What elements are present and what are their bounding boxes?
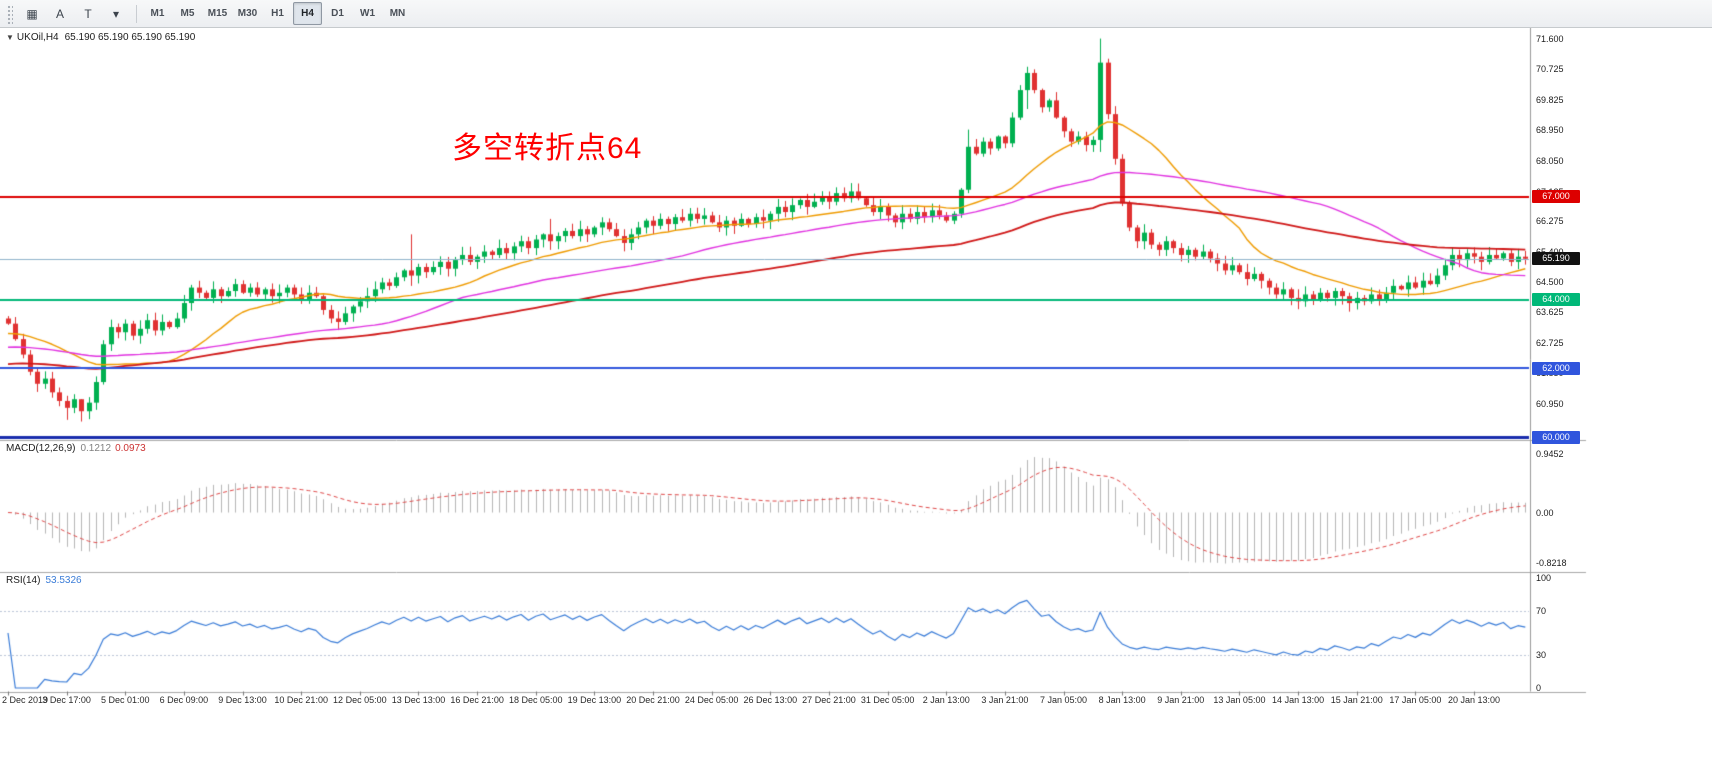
time-axis-label: 14 Jan 13:00 xyxy=(1272,695,1325,705)
time-axis-label: 16 Dec 21:00 xyxy=(450,695,504,705)
time-axis-label: 5 Dec 01:00 xyxy=(100,695,150,705)
price-level-badge-64.000[interactable]: 64.000 xyxy=(1532,293,1580,307)
time-axis-label: 13 Dec 13:00 xyxy=(391,695,446,705)
price-level-badge-60.000[interactable]: 60.000 xyxy=(1532,430,1580,444)
time-axis-label: 12 Dec 05:00 xyxy=(333,695,387,705)
price-axis-label: 64.500 xyxy=(1536,277,1564,288)
chart-annotation-text[interactable]: 多空转折点64 xyxy=(452,132,643,165)
timeframe-button-m5[interactable]: M5 xyxy=(180,8,195,19)
letter-t-button[interactable]: T xyxy=(84,6,92,21)
timeframe-button-mn[interactable]: MN xyxy=(389,8,406,19)
time-axis-label: 24 Dec 05:00 xyxy=(684,695,739,705)
macd-main-value: 0.1212 xyxy=(80,443,112,454)
timeframe-button-m15[interactable]: M15 xyxy=(207,8,228,19)
price-level-badge-67.000[interactable]: 67.000 xyxy=(1532,190,1580,204)
chart-toolbar: ▦ A T ▾ M1 M5 M15 M30 H1 H4 D1 W1 MN xyxy=(0,0,1712,28)
toolbar-drag-handle[interactable] xyxy=(6,3,13,24)
timeframe-button-h1[interactable]: H1 xyxy=(271,8,284,19)
time-axis-label: 20 Dec 21:00 xyxy=(626,695,680,705)
timeframe-button-w1[interactable]: W1 xyxy=(360,8,375,19)
time-axis-label: 19 Dec 13:00 xyxy=(567,695,622,705)
toolbar-separator xyxy=(136,4,137,23)
chart-title: ▼ UKOil,H4 65.190 65.190 65.190 65.190 xyxy=(6,32,195,43)
price-axis-label: 68.950 xyxy=(1536,124,1564,135)
macd-axis-label: 0.00 xyxy=(1536,507,1554,518)
time-axis-label: 9 Dec 13:00 xyxy=(218,695,267,705)
rsi-axis-label: 0 xyxy=(1536,683,1542,693)
time-axis-label: 27 Dec 21:00 xyxy=(802,695,856,705)
timeframe-button-m30[interactable]: M30 xyxy=(237,8,258,19)
price-axis-label: 70.725 xyxy=(1536,63,1564,74)
price-axis-label: 71.600 xyxy=(1536,33,1564,44)
collapse-caret-icon[interactable]: ▼ xyxy=(6,33,14,42)
time-axis-label: 6 Dec 09:00 xyxy=(159,695,209,705)
price-axis-label: 65.400 xyxy=(1536,247,1564,257)
rsi-name: RSI(14) xyxy=(6,575,41,586)
letter-a-button[interactable]: A xyxy=(55,6,64,21)
macd-indicator-label: MACD(12,26,9) 0.1212 0.0973 xyxy=(6,443,146,454)
price-chart-canvas[interactable] xyxy=(0,28,1712,777)
price-axis-label: 68.050 xyxy=(1536,155,1564,166)
current-price-badge: 65.190 xyxy=(1532,252,1580,266)
macd-name: MACD(12,26,9) xyxy=(6,443,76,454)
ohlc-values: 65.190 65.190 65.190 65.190 xyxy=(64,32,196,43)
macd-signal-value: 0.0973 xyxy=(115,443,146,454)
dropdown-caret-button[interactable]: ▾ xyxy=(112,6,120,21)
time-axis-label: 3 Jan 21:00 xyxy=(981,695,1029,705)
price-axis-label: 66.275 xyxy=(1536,216,1564,227)
time-axis-label: 9 Jan 21:00 xyxy=(1157,695,1205,705)
timeframe-button-h4[interactable]: H4 xyxy=(293,2,322,25)
time-axis-label: 2 Dec 2019 xyxy=(2,695,49,705)
timeframe-buttons: M1 M5 M15 M30 H1 H4 D1 W1 MN xyxy=(143,2,413,25)
macd-axis-label: 0.9452 xyxy=(1536,449,1564,460)
time-axis-label: 13 Jan 05:00 xyxy=(1213,695,1266,705)
rsi-value: 53.5326 xyxy=(45,575,82,586)
time-axis-label: 10 Dec 21:00 xyxy=(274,695,328,705)
price-axis-label: 60.950 xyxy=(1536,399,1564,410)
symbol-timeframe-label: UKOil,H4 xyxy=(16,32,59,43)
rsi-axis-label: 70 xyxy=(1536,606,1547,616)
timeframe-button-d1[interactable]: D1 xyxy=(331,8,344,19)
time-axis-label: 26 Dec 13:00 xyxy=(743,695,798,705)
price-axis-label: 69.825 xyxy=(1536,94,1564,105)
rsi-axis-label: 100 xyxy=(1536,573,1552,583)
time-axis-label: 8 Jan 13:00 xyxy=(1098,695,1146,705)
time-axis-label: 2 Jan 13:00 xyxy=(922,695,970,705)
price-axis-label: 63.625 xyxy=(1536,307,1564,318)
time-axis-label: 31 Dec 05:00 xyxy=(860,695,915,705)
rsi-indicator-label: RSI(14) 53.5326 xyxy=(6,575,82,586)
price-level-badge-62.000[interactable]: 62.000 xyxy=(1532,361,1580,375)
time-axis-label: 17 Jan 05:00 xyxy=(1389,695,1442,705)
toolbar-left-buttons: ▦ A T ▾ xyxy=(18,2,130,26)
time-axis-label: 15 Jan 21:00 xyxy=(1330,695,1383,705)
time-axis-label: 18 Dec 05:00 xyxy=(508,695,563,705)
price-axis-label: 62.725 xyxy=(1536,338,1564,349)
macd-axis-label: -0.8218 xyxy=(1536,557,1567,568)
rsi-axis-label: 30 xyxy=(1536,650,1547,660)
time-axis-label: 3 Dec 17:00 xyxy=(42,695,91,705)
time-axis-label: 7 Jan 05:00 xyxy=(1039,695,1088,705)
chart-area: ▼ UKOil,H4 65.190 65.190 65.190 65.190 多空转… xyxy=(0,28,1712,777)
timeframe-button-m1[interactable]: M1 xyxy=(150,8,165,19)
time-axis-label: 20 Jan 13:00 xyxy=(1447,695,1501,705)
tile-windows-button[interactable]: ▦ xyxy=(26,6,38,21)
